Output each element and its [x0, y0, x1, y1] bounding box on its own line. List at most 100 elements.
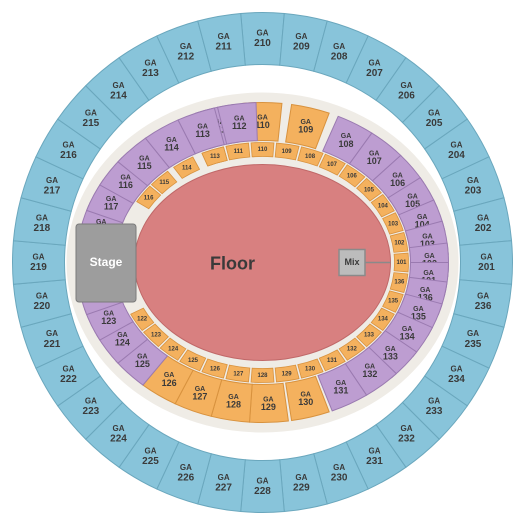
- section-number: 128: [226, 400, 241, 410]
- section-prefix: GA: [428, 397, 440, 406]
- section-number: 217: [44, 186, 61, 197]
- section-prefix: GA: [113, 81, 125, 90]
- section-prefix: GA: [295, 473, 307, 482]
- section-number: 124: [115, 338, 130, 348]
- section-number: 129: [261, 402, 276, 412]
- section-number: 210: [254, 38, 271, 49]
- section-prefix: GA: [257, 29, 269, 38]
- section-number: 219: [30, 262, 47, 273]
- section-number: 206: [398, 91, 415, 102]
- section-number: 102: [394, 240, 405, 246]
- section-prefix: GA: [46, 329, 58, 338]
- section-number: 234: [448, 374, 465, 385]
- section-number: 201: [478, 262, 495, 273]
- section-number: 228: [254, 486, 271, 497]
- stage-label: Stage: [90, 255, 123, 269]
- section-number: 205: [426, 118, 443, 129]
- section-number: 123: [151, 333, 162, 339]
- section-prefix: GA: [450, 365, 462, 374]
- seating-chart: GA210GA209GA208GA207GA206GA205GA204GA203…: [0, 0, 525, 525]
- section-number: 134: [400, 331, 415, 341]
- section-prefix: GA: [180, 463, 192, 472]
- section-number: 131: [327, 358, 338, 364]
- section-number: 117: [104, 201, 119, 211]
- section-number: 212: [178, 52, 195, 63]
- section-number: 211: [216, 42, 233, 53]
- section-number: 122: [137, 317, 148, 323]
- section-number: 103: [388, 221, 399, 227]
- section-number: 203: [465, 186, 482, 197]
- section-number: 106: [390, 178, 405, 188]
- section-number: 125: [188, 358, 199, 364]
- section-number: 110: [255, 120, 270, 130]
- section-number: 108: [305, 154, 316, 160]
- section-prefix: GA: [63, 365, 75, 374]
- section-number: 130: [305, 366, 316, 372]
- section-number: 127: [233, 371, 244, 377]
- section-number: 109: [298, 125, 313, 135]
- section-prefix: GA: [36, 214, 48, 223]
- section-number: 134: [378, 317, 389, 323]
- section-number: 114: [164, 143, 179, 153]
- section-number: 216: [60, 150, 77, 161]
- section-number: 124: [168, 347, 179, 353]
- floor-area: FloorMix: [135, 165, 391, 361]
- section-prefix: GA: [400, 424, 412, 433]
- floor-label: Floor: [210, 253, 255, 273]
- section-prefix: GA: [450, 141, 462, 150]
- section-number: 106: [347, 174, 358, 180]
- section-number: 204: [448, 150, 465, 161]
- section-number: 127: [192, 392, 207, 402]
- section-number: 136: [394, 280, 405, 286]
- stage-area: Stage: [76, 224, 136, 302]
- section-number: 213: [142, 68, 159, 79]
- section-number: 221: [44, 339, 61, 350]
- section-number: 110: [258, 147, 268, 153]
- section-prefix: GA: [295, 32, 307, 41]
- section-prefix: GA: [467, 329, 479, 338]
- section-prefix: GA: [369, 447, 381, 456]
- section-number: 135: [388, 299, 399, 305]
- section-number: 107: [367, 156, 382, 166]
- section-number: 123: [101, 316, 116, 326]
- section-number: 218: [34, 223, 51, 234]
- section-number: 113: [210, 154, 220, 160]
- section-prefix: GA: [63, 141, 75, 150]
- section-prefix: GA: [113, 424, 125, 433]
- section-prefix: GA: [46, 176, 58, 185]
- section-number: 129: [282, 371, 293, 377]
- section-prefix: GA: [477, 292, 489, 301]
- section-number: 132: [347, 347, 358, 353]
- section-prefix: GA: [481, 253, 493, 262]
- section-number: 111: [234, 149, 244, 155]
- section-number: 107: [327, 162, 338, 168]
- section-number: 229: [293, 483, 310, 494]
- section-number: 104: [378, 204, 389, 210]
- section-prefix: GA: [369, 59, 381, 68]
- section-number: 133: [383, 352, 398, 362]
- section-prefix: GA: [467, 176, 479, 185]
- section-number: 235: [465, 339, 482, 350]
- section-number: 227: [215, 483, 232, 494]
- section-number: 125: [135, 359, 150, 369]
- section-number: 115: [137, 161, 152, 171]
- section-prefix: GA: [428, 109, 440, 118]
- section-prefix: GA: [36, 292, 48, 301]
- section-number: 208: [331, 52, 348, 63]
- section-prefix: GA: [400, 81, 412, 90]
- section-number: 113: [195, 129, 210, 139]
- section-number: 202: [475, 223, 492, 234]
- section-number: 207: [366, 68, 383, 79]
- section-number: 133: [364, 333, 375, 339]
- section-number: 114: [182, 165, 192, 171]
- section-prefix: GA: [218, 32, 230, 41]
- section-number: 226: [178, 473, 195, 484]
- section-prefix: GA: [145, 59, 157, 68]
- section-number: 214: [110, 91, 127, 102]
- section-number: 223: [83, 406, 100, 417]
- section-number: 220: [34, 301, 51, 312]
- section-prefix: GA: [477, 214, 489, 223]
- section-prefix: GA: [85, 397, 97, 406]
- section-number: 116: [144, 195, 154, 201]
- section-number: 233: [426, 406, 443, 417]
